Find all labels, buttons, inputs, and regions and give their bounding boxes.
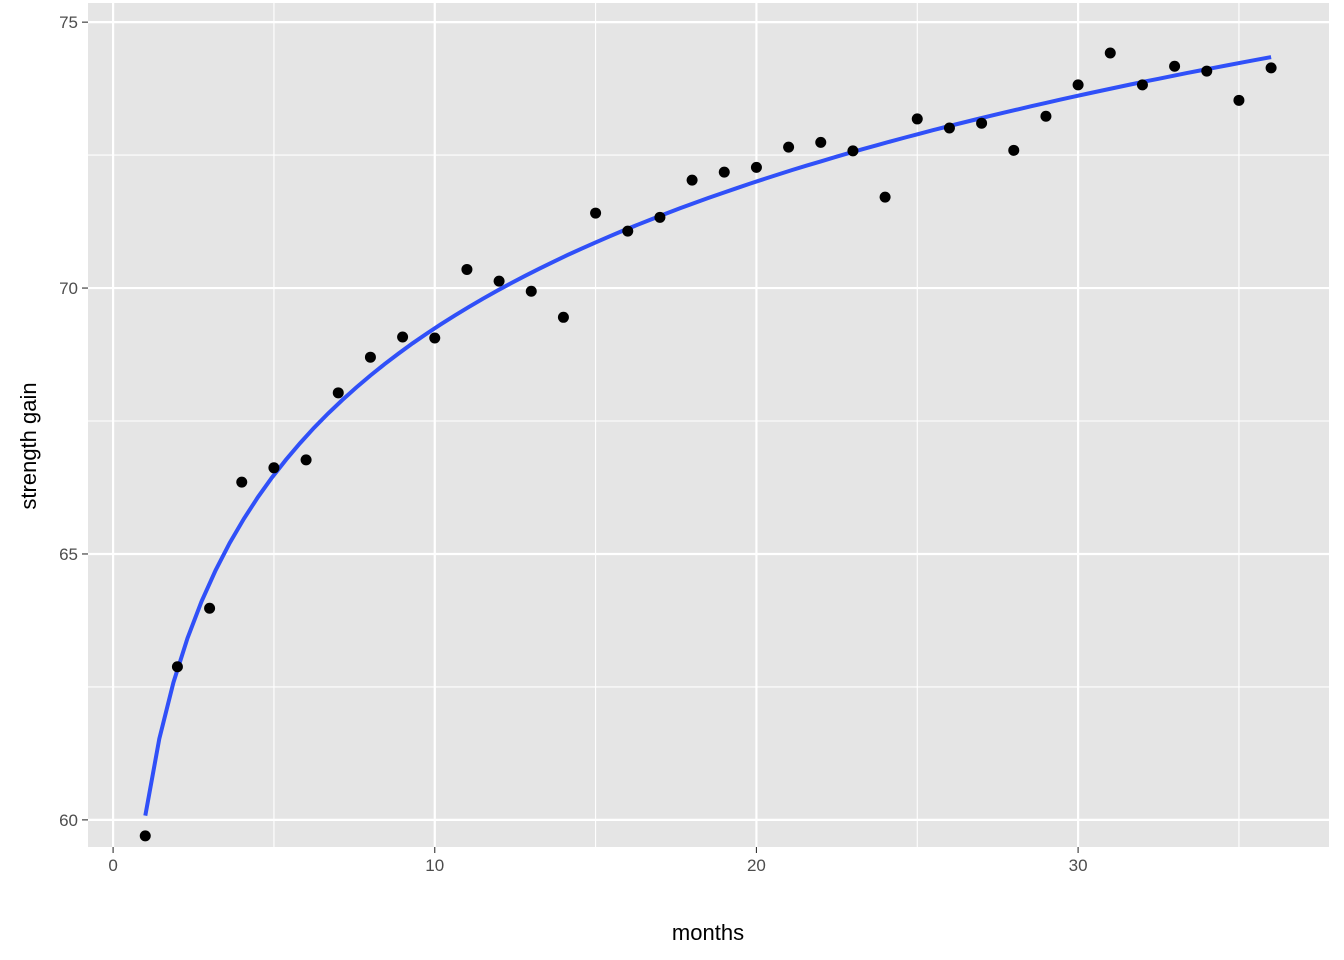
- y-tick-label: 75: [59, 13, 78, 32]
- data-point: [1104, 47, 1116, 59]
- data-point: [236, 476, 248, 488]
- x-tick-label: 30: [1069, 856, 1088, 875]
- data-point: [1136, 79, 1148, 91]
- y-tick-label: 60: [59, 811, 78, 830]
- data-point: [976, 117, 988, 129]
- major-gridlines: [88, 3, 1329, 847]
- x-axis-title: months: [672, 920, 744, 945]
- data-point: [1008, 144, 1020, 156]
- y-axis: 60 65 70 75: [59, 13, 88, 830]
- data-point: [815, 136, 827, 148]
- data-point: [1169, 60, 1181, 72]
- data-point: [493, 275, 505, 287]
- data-point: [911, 113, 923, 125]
- data-point: [332, 387, 344, 399]
- fit-line: [143, 55, 1272, 816]
- data-point: [525, 285, 537, 297]
- data-point: [847, 145, 859, 157]
- data-point: [300, 454, 312, 466]
- data-point: [622, 225, 634, 237]
- data-point: [879, 191, 891, 203]
- data-point: [557, 311, 569, 323]
- data-points: [139, 47, 1277, 842]
- data-point: [1265, 62, 1277, 74]
- x-tick-label: 0: [108, 856, 117, 875]
- data-point: [139, 830, 151, 842]
- data-point: [1072, 79, 1084, 91]
- data-point: [590, 207, 602, 219]
- data-point: [204, 602, 216, 614]
- data-point: [364, 351, 376, 363]
- x-axis: 0 10 20 30: [108, 847, 1088, 875]
- y-axis-title: strength gain: [16, 382, 41, 509]
- data-point: [718, 166, 730, 178]
- data-point: [1040, 110, 1052, 122]
- data-point: [943, 122, 955, 134]
- data-point: [429, 332, 441, 344]
- data-point: [461, 263, 473, 275]
- y-tick-label: 70: [59, 279, 78, 298]
- minor-gridlines: [88, 3, 1329, 847]
- data-point: [397, 331, 409, 343]
- plot-panel: [88, 3, 1329, 847]
- data-point: [654, 211, 666, 223]
- data-point: [686, 174, 698, 186]
- y-tick-label: 65: [59, 545, 78, 564]
- data-point: [1233, 94, 1245, 106]
- data-point: [783, 141, 795, 153]
- x-tick-label: 10: [425, 856, 444, 875]
- data-point: [750, 161, 762, 173]
- data-point: [171, 661, 183, 673]
- x-tick-label: 20: [747, 856, 766, 875]
- data-point: [1201, 65, 1213, 77]
- data-point: [268, 462, 280, 474]
